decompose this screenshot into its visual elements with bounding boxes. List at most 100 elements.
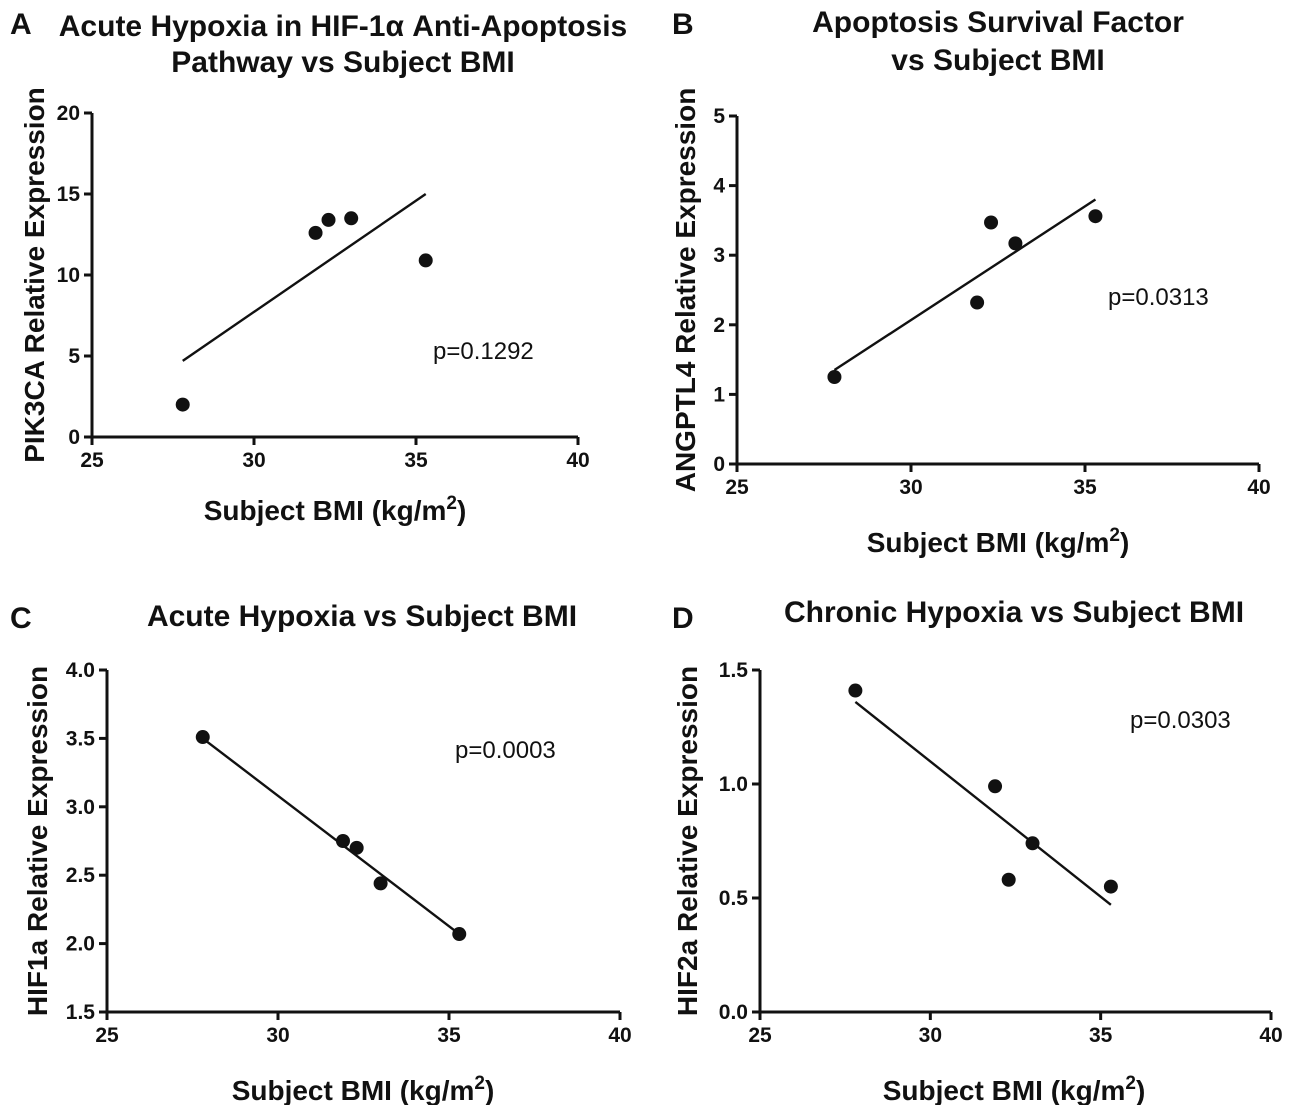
- y-tick-label: 3.5: [66, 727, 96, 750]
- x-tick-label: 40: [566, 449, 589, 472]
- x-tick-label: 30: [242, 449, 265, 472]
- chart-title: Acute Hypoxia vs Subject BMI: [147, 600, 577, 633]
- y-axis-title: HIF1a Relative Expression: [22, 666, 53, 1016]
- chart-title: Pathway vs Subject BMI: [171, 46, 514, 79]
- panel-letter: C: [10, 602, 32, 635]
- x-axis-title-tail: ): [1136, 1075, 1145, 1105]
- y-tick-label: 10: [57, 264, 80, 287]
- x-tick-label: 25: [95, 1024, 119, 1047]
- x-tick-label: 30: [919, 1024, 942, 1047]
- data-point: [1088, 209, 1103, 224]
- x-axis-title-sup: 2: [1125, 1073, 1136, 1094]
- data-point: [970, 295, 985, 310]
- x-tick-label: 40: [608, 1024, 631, 1047]
- data-point: [335, 834, 350, 848]
- y-tick-label: 2.0: [66, 933, 95, 956]
- data-point: [1008, 236, 1023, 251]
- y-tick-label: 2.5: [66, 864, 96, 887]
- data-point: [308, 225, 323, 240]
- p-value-annotation: p=0.0313: [1108, 284, 1209, 311]
- x-axis-title: Subject BMI (kg/m2): [232, 1073, 495, 1105]
- y-tick-label: 20: [57, 102, 80, 125]
- y-tick-label: 4: [713, 175, 725, 198]
- y-tick-label: 1.0: [719, 773, 748, 796]
- data-point: [848, 683, 863, 698]
- p-value-annotation: p=0.0303: [1130, 707, 1231, 734]
- panel-letter: D: [672, 602, 694, 635]
- x-axis-title: Subject BMI (kg/m2): [883, 1073, 1146, 1105]
- x-axis-title-sup: 2: [474, 1073, 485, 1094]
- y-tick-label: 1.5: [719, 659, 749, 682]
- chart-title: Chronic Hypoxia vs Subject BMI: [784, 596, 1244, 629]
- x-axis-title: Subject BMI (kg/m2): [204, 493, 467, 526]
- chart-title: Apoptosis Survival Factor: [812, 6, 1184, 39]
- panel-letter: B: [672, 8, 694, 41]
- panel-c: C Acute Hypoxia vs Subject BMI 25 30 35 40 1.5…: [10, 600, 632, 1105]
- data-point: [373, 876, 388, 891]
- panel-d: D Chronic Hypoxia vs Subject BMI 25 30 35 40 0…: [672, 596, 1283, 1105]
- x-axis-title-main: Subject BMI (kg/m: [867, 527, 1110, 558]
- data-point: [984, 215, 999, 230]
- y-axis-title: HIF2a Relative Expression: [672, 666, 703, 1016]
- y-tick-label: 2: [713, 314, 725, 337]
- chart-title: vs Subject BMI: [891, 44, 1104, 77]
- data-point: [195, 730, 210, 745]
- panel-letter: A: [10, 8, 32, 41]
- regression-line: [854, 700, 1112, 906]
- x-tick-label: 30: [899, 476, 922, 499]
- y-tick-label: 1.5: [66, 1001, 96, 1024]
- x-axis-title-main: Subject BMI (kg/m: [232, 1075, 475, 1105]
- panel-b: B Apoptosis Survival Factor vs Subject BMI…: [670, 6, 1271, 558]
- data-point: [175, 397, 190, 412]
- data-point: [349, 840, 364, 855]
- data-point: [452, 927, 467, 942]
- data-point: [418, 253, 433, 268]
- data-point: [827, 370, 842, 384]
- y-tick-label: 5: [68, 345, 80, 368]
- x-tick-label: 40: [1247, 476, 1270, 499]
- x-tick-label: 35: [1089, 1024, 1113, 1047]
- x-axis-title-sup: 2: [446, 493, 457, 514]
- x-axis-title: Subject BMI (kg/m2): [867, 525, 1130, 558]
- x-tick-label: 40: [1259, 1024, 1282, 1047]
- x-axis-title-tail: ): [485, 1075, 494, 1105]
- x-tick-label: 35: [1073, 476, 1097, 499]
- p-value-annotation: p=0.0003: [455, 737, 556, 764]
- y-axis-title: ANGPTL4 Relative Expression: [670, 88, 701, 493]
- x-tick-label: 30: [266, 1024, 289, 1047]
- x-tick-label: 35: [404, 449, 428, 472]
- x-axis-title-main: Subject BMI (kg/m: [883, 1075, 1126, 1105]
- x-axis-title-sup: 2: [1109, 525, 1120, 546]
- x-tick-label: 25: [80, 449, 104, 472]
- y-tick-label: 0.5: [719, 887, 749, 910]
- y-tick-label: 5: [713, 105, 725, 128]
- data-point: [988, 779, 1003, 794]
- y-tick-label: 0: [68, 426, 80, 449]
- x-axis-title-tail: ): [457, 495, 466, 526]
- chart-title: Acute Hypoxia in HIF-1α Anti-Apoptosis: [59, 10, 627, 43]
- y-tick-label: 15: [57, 183, 81, 206]
- panel-a: A Acute Hypoxia in HIF-1α Anti-ApoptosisP…: [10, 8, 627, 526]
- y-tick-label: 1: [713, 383, 725, 406]
- data-point: [1025, 836, 1040, 851]
- regression-line: [833, 198, 1097, 372]
- y-tick-label: 3.0: [66, 796, 95, 819]
- y-tick-label: 4.0: [66, 659, 95, 682]
- regression-line: [202, 737, 460, 935]
- x-tick-label: 35: [437, 1024, 461, 1047]
- data-point: [1001, 872, 1016, 887]
- y-axis-title: PIK3CA Relative Expression: [19, 87, 50, 463]
- regression-line: [182, 193, 427, 362]
- p-value-annotation: p=0.1292: [433, 338, 534, 365]
- data-point: [321, 212, 336, 227]
- y-tick-label: 0: [713, 453, 725, 476]
- data-point: [1103, 879, 1118, 894]
- x-axis-title-tail: ): [1120, 527, 1129, 558]
- x-tick-label: 25: [748, 1024, 772, 1047]
- data-point: [344, 211, 359, 226]
- y-tick-label: 0.0: [719, 1001, 748, 1024]
- y-tick-label: 3: [713, 244, 725, 267]
- x-axis-title-main: Subject BMI (kg/m: [204, 495, 447, 526]
- x-tick-label: 25: [725, 476, 749, 499]
